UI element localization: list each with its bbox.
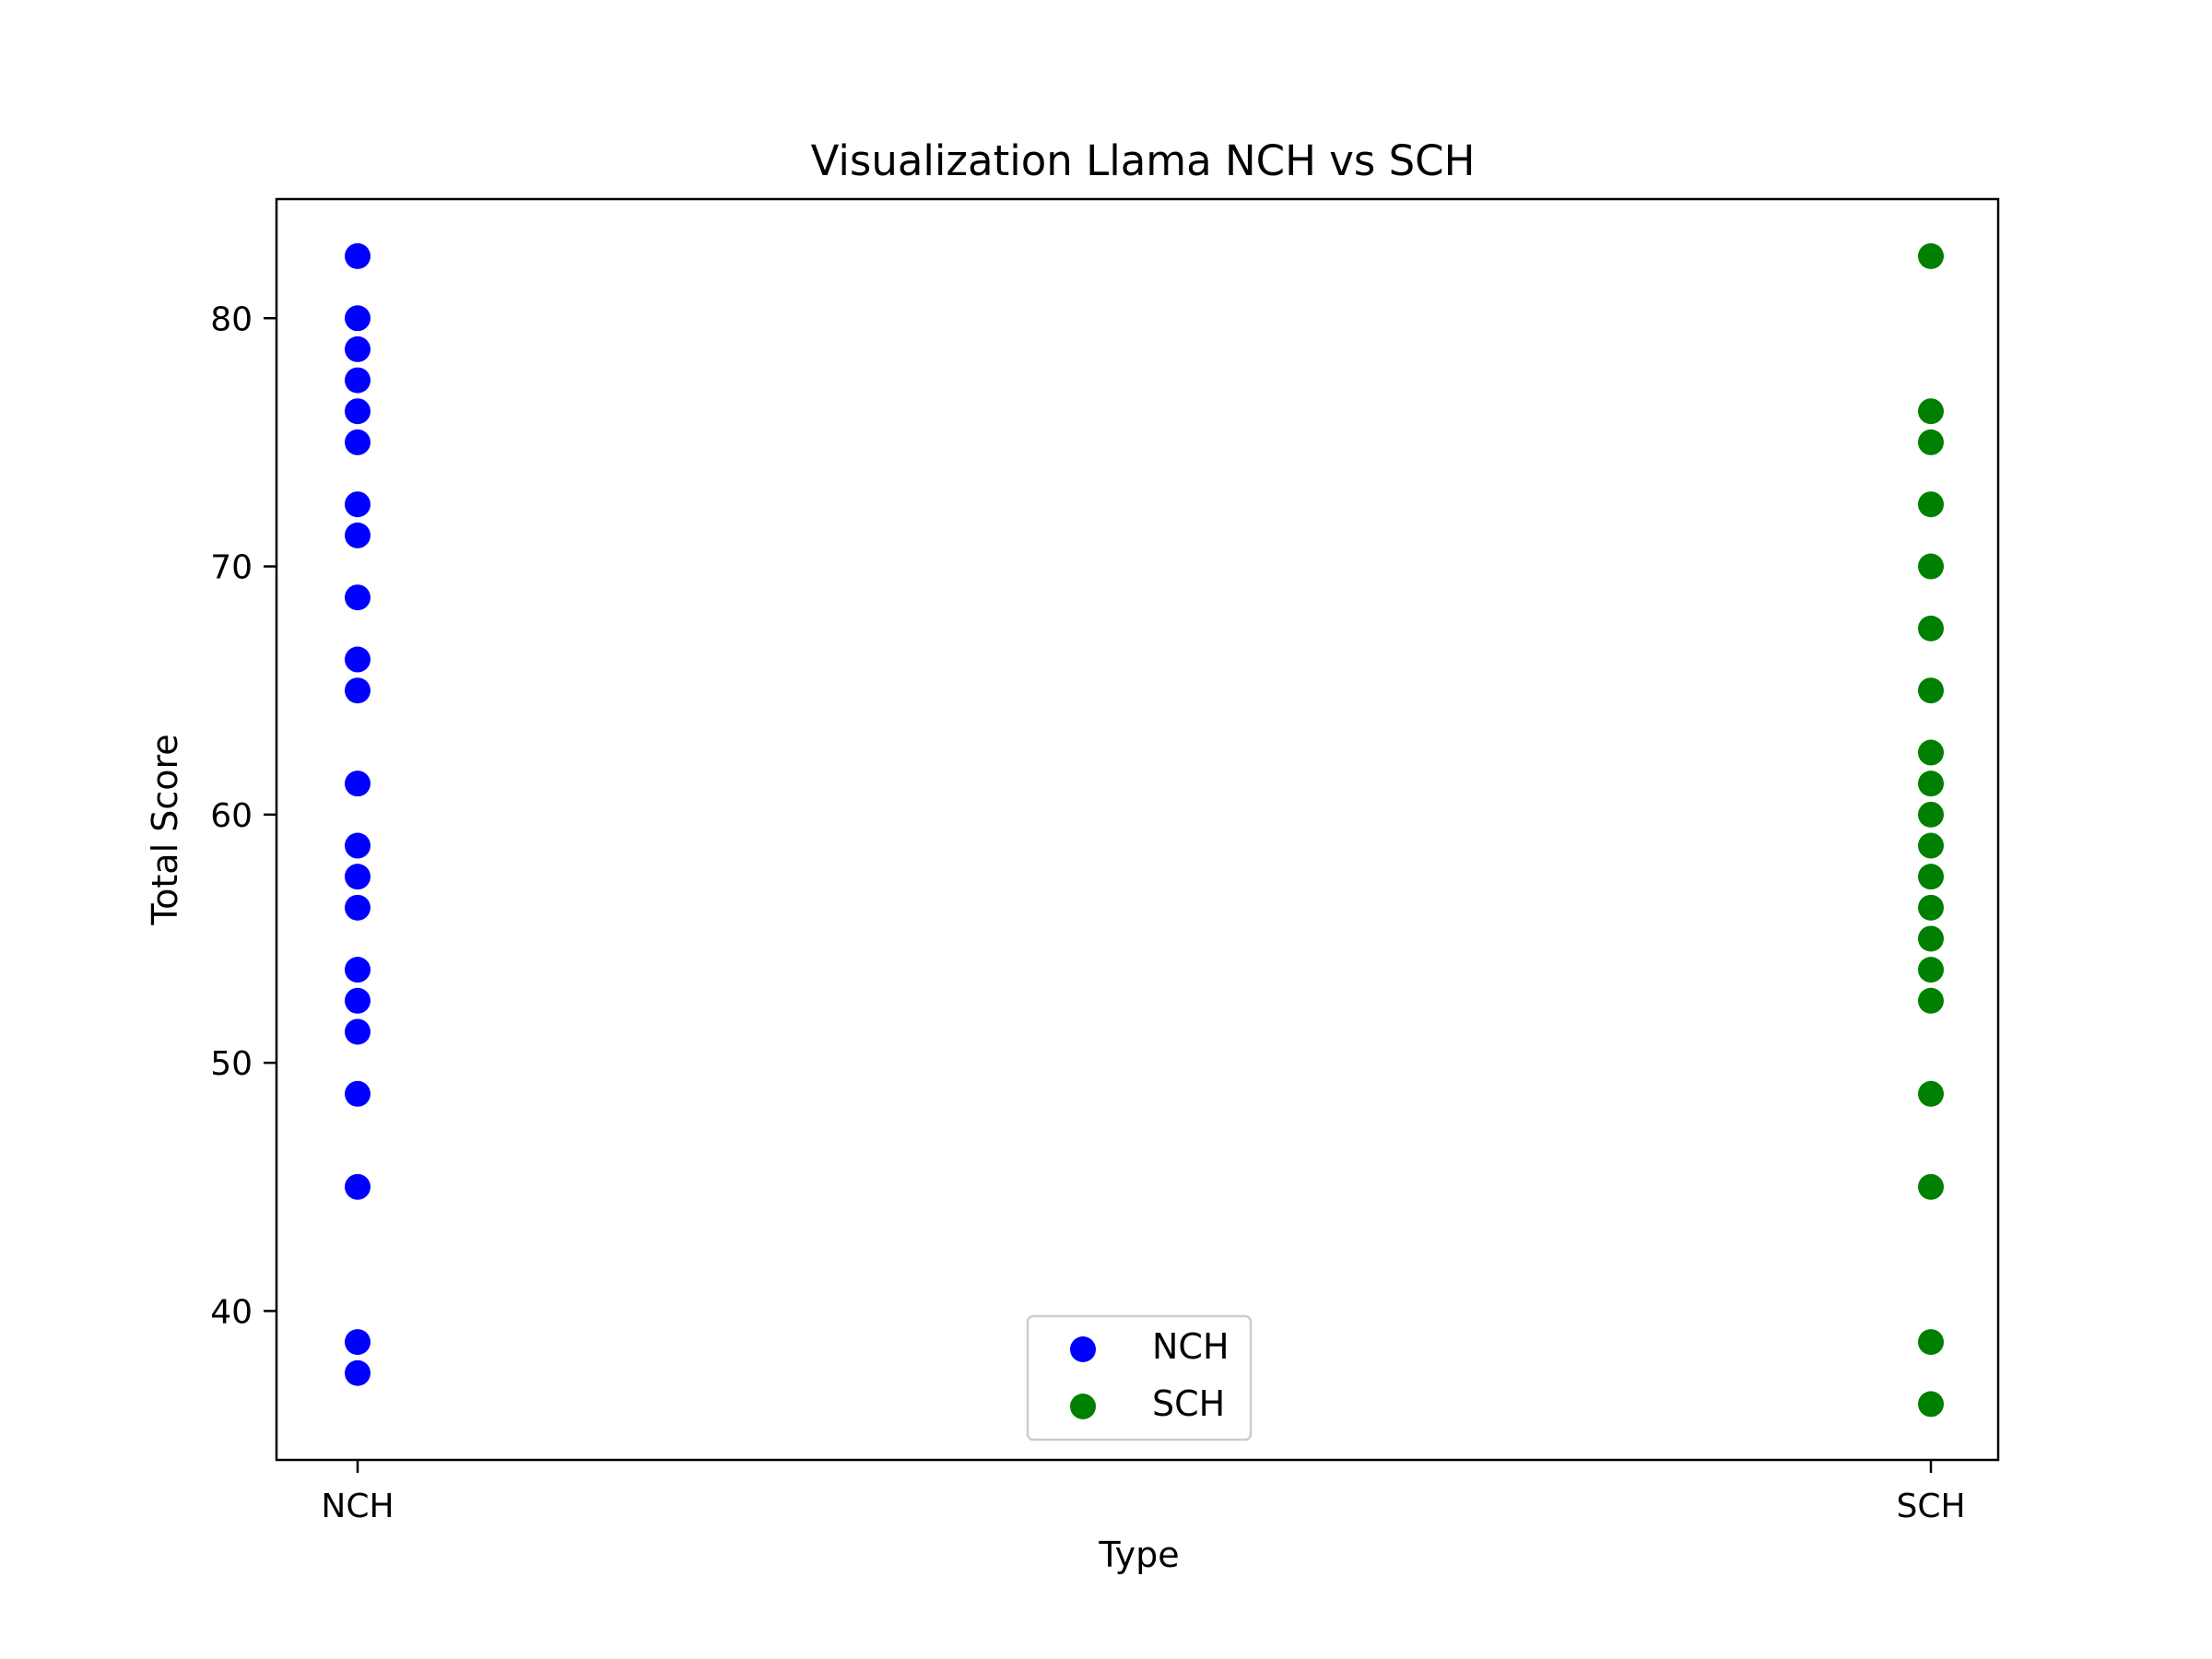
data-point-nch (345, 522, 371, 548)
data-point-nch (345, 677, 371, 704)
y-axis-label: Total Score (145, 734, 185, 925)
legend-label-sch: SCH (1152, 1383, 1225, 1424)
plot-frame (275, 197, 2000, 1462)
plot-points (345, 242, 1944, 1418)
x-axis: NCH SCH (321, 1460, 1966, 1525)
data-point-sch (1918, 553, 1944, 580)
legend-label-nch: NCH (1152, 1326, 1230, 1367)
data-point-nch (345, 335, 371, 362)
data-point-nch (345, 1173, 371, 1200)
x-tick-label: SCH (1896, 1488, 1965, 1525)
y-tick-label: 60 (210, 797, 253, 835)
data-point-nch (345, 491, 371, 518)
legend-marker-nch (1070, 1336, 1096, 1362)
data-point-sch (1918, 801, 1944, 828)
legend: NCH SCH (1026, 1314, 1253, 1441)
data-point-nch (345, 957, 371, 983)
data-point-sch (1918, 957, 1944, 983)
data-point-nch (345, 832, 371, 859)
data-point-sch (1918, 832, 1944, 859)
data-point-sch (1918, 1329, 1944, 1356)
data-point-sch (1918, 677, 1944, 704)
y-tick-label: 50 (210, 1045, 253, 1083)
data-point-nch (345, 864, 371, 890)
data-point-nch (345, 1329, 371, 1356)
data-point-nch (345, 987, 371, 1014)
y-tick-label: 80 (210, 300, 253, 338)
data-point-nch (345, 771, 371, 797)
data-point-sch (1918, 925, 1944, 952)
data-point-sch (1918, 894, 1944, 921)
data-point-sch (1918, 615, 1944, 641)
data-point-nch (345, 646, 371, 673)
data-point-sch (1918, 739, 1944, 766)
data-point-nch (345, 1018, 371, 1045)
data-point-sch (1918, 1173, 1944, 1200)
data-point-sch (1918, 398, 1944, 425)
data-point-sch (1918, 491, 1944, 518)
data-point-nch (345, 584, 371, 611)
y-tick-label: 70 (210, 549, 253, 587)
data-point-sch (1918, 1080, 1944, 1107)
chart-title: Visualization Llama NCH vs SCH (811, 136, 1476, 185)
data-point-nch (345, 1080, 371, 1107)
legend-marker-sch (1070, 1394, 1096, 1419)
data-point-nch (345, 894, 371, 921)
data-point-nch (345, 1359, 371, 1386)
data-point-sch (1918, 1391, 1944, 1418)
data-point-nch (345, 305, 371, 332)
data-point-sch (1918, 864, 1944, 890)
y-axis: 40 50 60 70 80 (210, 300, 276, 1331)
y-tick-label: 40 (210, 1293, 253, 1331)
data-point-sch (1918, 242, 1944, 269)
data-point-sch (1918, 771, 1944, 797)
x-axis-label: Type (1098, 1535, 1179, 1575)
x-tick-label: NCH (321, 1488, 394, 1525)
data-point-nch (345, 242, 371, 269)
data-point-nch (345, 429, 371, 455)
data-point-sch (1918, 429, 1944, 455)
data-point-nch (345, 398, 371, 425)
data-point-sch (1918, 987, 1944, 1014)
data-point-nch (345, 367, 371, 394)
